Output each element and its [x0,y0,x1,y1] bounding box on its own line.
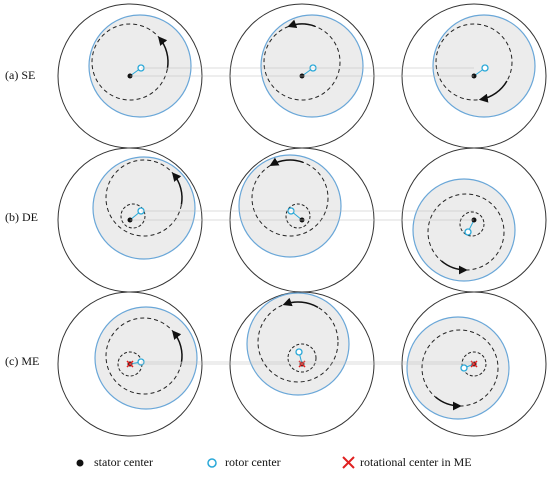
dashed-orbit [257,301,339,383]
rotor-center [460,364,468,372]
rotor-body [238,154,342,258]
rotation-arrow [435,396,462,411]
rotor-center [295,348,303,356]
rotor-body [246,292,350,396]
rotation-arrow [171,330,183,363]
legend-rotational-icon [342,456,355,469]
rotor-body [94,306,198,410]
legend-text: stator center [94,455,153,469]
rotation-arrow [478,80,508,103]
rotor-center [464,228,472,236]
rotor-body [412,178,516,282]
row-label: (b) DE [5,210,38,224]
legend-stator-icon [76,459,84,467]
row-label: (a) SE [5,68,35,82]
cells [57,3,547,437]
dashed-orbit [435,23,513,101]
legend-text: rotational center in ME [360,455,472,469]
dashed-orbit-small [287,343,317,373]
rotor-body [92,156,196,260]
dashed-orbit-small [459,211,485,237]
rotation-arrow [157,36,169,69]
rotation-arrow [282,297,319,309]
rotation-arrow [171,172,183,205]
rotor-center [481,64,489,72]
legend-text: rotor center [225,455,281,469]
row-label: (c) ME [5,354,39,368]
rotation-arrow [269,157,304,166]
legend-rotor-icon [207,458,217,468]
dashed-orbit-small [120,203,146,229]
dashed-orbit-small [285,203,311,229]
rotation-arrow [441,260,468,275]
rotation-arrow [287,19,316,29]
